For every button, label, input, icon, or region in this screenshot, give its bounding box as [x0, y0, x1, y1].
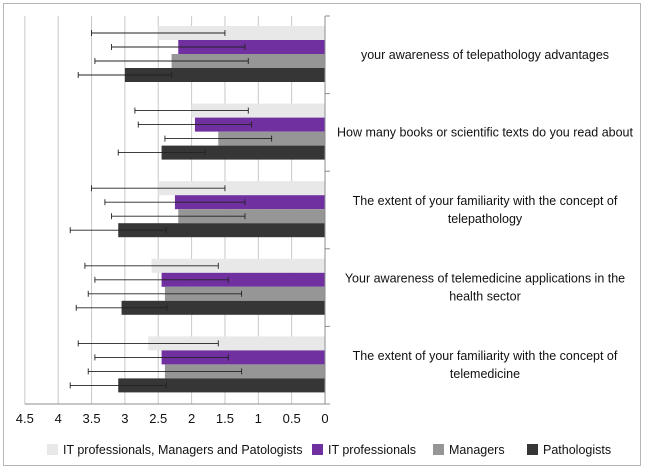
- x-tick-label-4: 4: [55, 411, 62, 426]
- x-tick-label-0: 0: [321, 411, 328, 426]
- legend: IT professionals, Managers and Patologis…: [47, 443, 611, 457]
- x-tick-label-1-5: 1.5: [216, 411, 234, 426]
- bar-managers-3: [164, 286, 325, 301]
- category-label-2: The extent of your familiarity with the …: [353, 194, 618, 208]
- category-label-4: The extent of your familiarity with the …: [353, 349, 618, 363]
- legend-swatch-pathologists: [527, 444, 538, 455]
- x-tick-label-2: 2: [188, 411, 195, 426]
- category-label-4: telemedicine: [450, 367, 520, 381]
- bar-pathologists-3: [121, 300, 325, 315]
- legend-swatch-it-professionals-managers-and-patologists: [47, 444, 58, 455]
- category-label-3: health sector: [449, 290, 521, 304]
- bar-pathologists-1: [161, 145, 325, 160]
- bars: [118, 26, 326, 393]
- category-label-3: Your awareness of telemedicine applicati…: [345, 272, 625, 286]
- bar-it-professionals-managers-and-patologists-2: [158, 181, 325, 196]
- category-label-0: your awareness of telepathology advantag…: [361, 48, 609, 62]
- axes: 4.5 4 3.5 3 2.5 2 1.5 1 0.5 0: [16, 15, 330, 426]
- bar-it-professionals-managers-and-patologists-1: [191, 103, 325, 118]
- bar-it-professionals-1: [194, 117, 325, 132]
- category-label-1: How many books or scientific texts do yo…: [337, 125, 634, 139]
- x-tick-label-3: 3: [121, 411, 128, 426]
- bar-it-professionals-0: [178, 40, 325, 54]
- error-bars: [69, 30, 273, 389]
- x-tick-label-0-5: 0.5: [283, 411, 301, 426]
- category-labels: your awareness of telepathology advantag…: [337, 48, 634, 381]
- bar-it-professionals-managers-and-patologists-0: [158, 26, 325, 40]
- bar-pathologists-2: [118, 223, 325, 238]
- bar-it-professionals-2: [174, 195, 325, 210]
- legend-swatch-managers: [433, 444, 444, 455]
- legend-label-managers: Managers: [449, 443, 505, 457]
- bar-it-professionals-managers-and-patologists-4: [148, 336, 325, 351]
- bar-managers-4: [164, 364, 325, 379]
- x-tick-label-4-5: 4.5: [16, 411, 34, 426]
- bar-managers-2: [178, 209, 325, 224]
- x-tick-label-2-5: 2.5: [149, 411, 167, 426]
- x-tick-label-3-5: 3.5: [83, 411, 101, 426]
- bar-pathologists-0: [124, 68, 326, 82]
- bar-it-professionals-3: [161, 272, 325, 287]
- legend-label-pathologists: Pathologists: [543, 443, 611, 457]
- legend-label-it-professionals-managers-and-patologists: IT professionals, Managers and Patologis…: [63, 443, 302, 457]
- bar-it-professionals-managers-and-patologists-3: [151, 258, 325, 273]
- legend-swatch-it-professionals: [312, 444, 323, 455]
- category-label-2: telepathology: [448, 212, 523, 226]
- bar-it-professionals-4: [161, 350, 325, 365]
- legend-label-it-professionals: IT professionals: [328, 443, 416, 457]
- x-tick-label-1: 1: [255, 411, 262, 426]
- bar-pathologists-4: [118, 378, 325, 393]
